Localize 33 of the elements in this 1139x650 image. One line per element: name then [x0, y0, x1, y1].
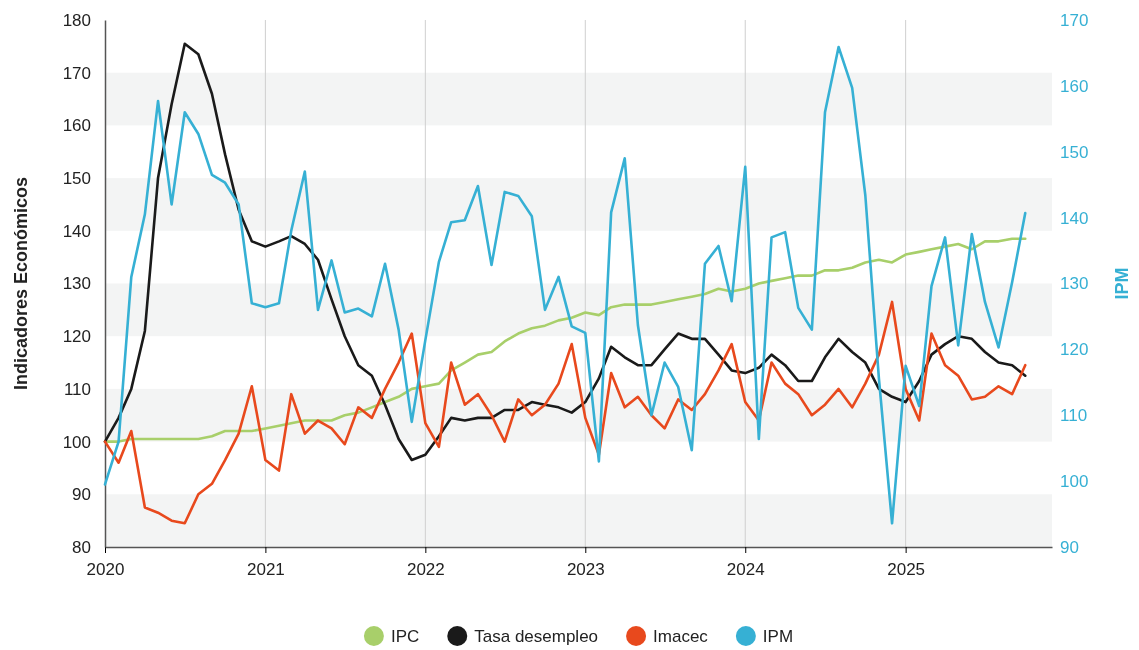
- y-tick-label: 80: [72, 537, 91, 557]
- y2-tick-label: 140: [1060, 208, 1089, 228]
- y-tick-label: 150: [62, 169, 91, 189]
- y-tick-label: 100: [62, 432, 91, 452]
- y2-tick-label: 120: [1060, 340, 1089, 360]
- y2-axis-title: IPM: [1112, 267, 1132, 300]
- y-tick-label: 140: [62, 221, 91, 241]
- y2-tick-label: 100: [1060, 472, 1089, 492]
- y-tick-label: 110: [63, 379, 91, 399]
- y-tick-label: 130: [62, 274, 91, 294]
- y2-tick-label: 150: [1060, 142, 1089, 162]
- y-tick-label: 180: [62, 10, 91, 30]
- x-tick-label: 2023: [566, 559, 605, 579]
- legend-label: IPM: [762, 627, 794, 646]
- x-tick-label: 2022: [406, 559, 445, 579]
- x-tick-label: 2024: [726, 559, 765, 579]
- y-tick-label: 120: [62, 327, 91, 347]
- y2-tick-label: 110: [1060, 406, 1088, 426]
- y-axis-title: Indicadores Económicos: [11, 176, 31, 391]
- y-tick-label: 90: [72, 485, 91, 505]
- y2-tick-label: 160: [1060, 76, 1089, 96]
- x-tick-label: 2021: [246, 559, 285, 579]
- x-tick-label: 2025: [887, 559, 926, 579]
- legend-label: Tasa desempleo: [474, 627, 599, 646]
- legend-label: IPC: [390, 627, 420, 646]
- y2-tick-label: 90: [1060, 537, 1079, 557]
- y-tick-label: 170: [62, 63, 91, 83]
- y2-tick-label: 130: [1060, 274, 1089, 294]
- y2-tick-label: 170: [1060, 10, 1089, 30]
- x-tick-label: 2020: [86, 559, 125, 579]
- line-series: [103, 300, 1027, 525]
- y-tick-label: 160: [62, 116, 91, 136]
- legend-label: Imacec: [653, 627, 709, 646]
